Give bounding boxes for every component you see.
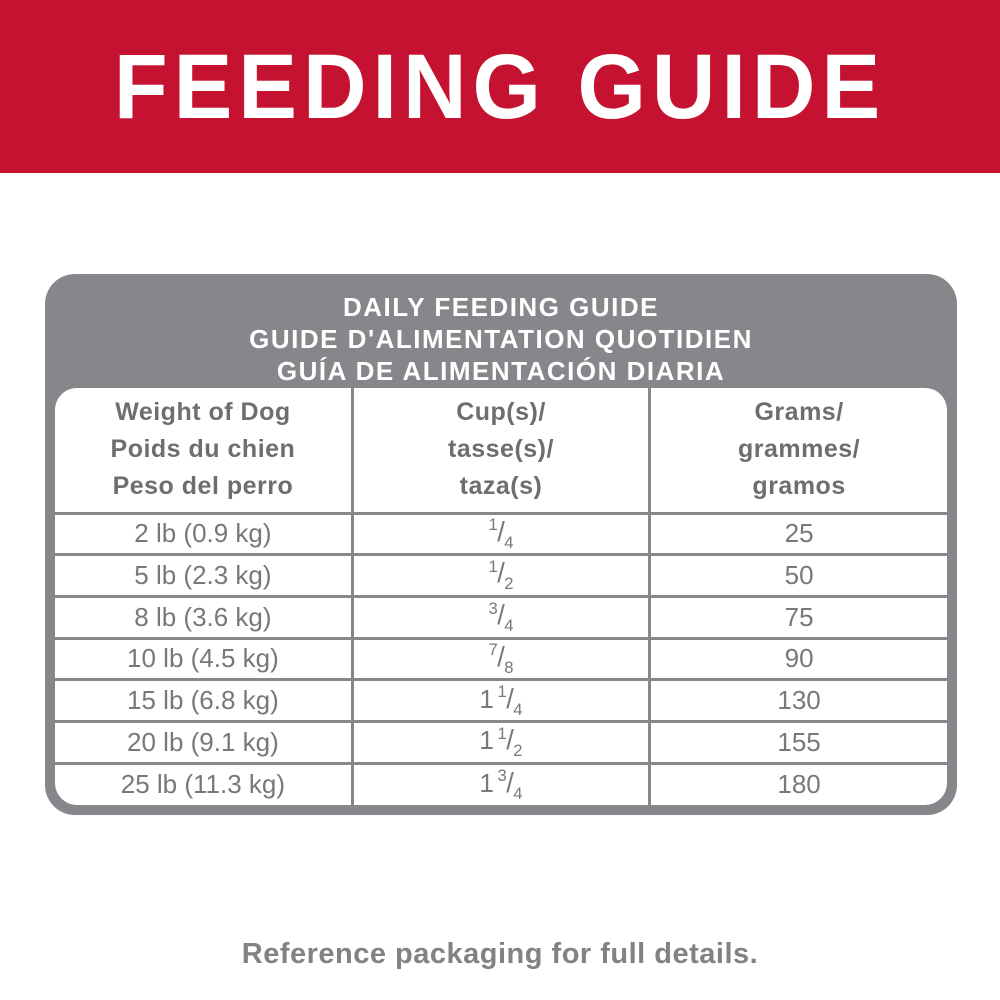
cups-fraction: 7/8 <box>488 640 514 677</box>
cups-fraction: 1/4 <box>488 515 514 552</box>
column-header-cups-fr: tasse(s)/ <box>448 435 554 464</box>
grams-cell: 25 <box>648 511 947 555</box>
cups-fraction: 1 1/4 <box>479 682 523 719</box>
weight-cell: 2 lb (0.9 kg) <box>55 511 353 555</box>
feeding-table: Weight of Dog Poids du chien Peso del pe… <box>55 388 947 805</box>
column-header-grams-es: gramos <box>752 472 846 501</box>
weight-cell: 25 lb (11.3 kg) <box>55 761 353 805</box>
weight-cell: 10 lb (4.5 kg) <box>55 636 353 680</box>
column-header-weight-es: Peso del perro <box>112 472 294 501</box>
cups-cell: 3/4 <box>350 594 650 639</box>
table-row: 25 lb (11.3 kg) 1 3/4 180 <box>55 761 947 805</box>
grams-cell: 75 <box>648 594 947 639</box>
header-row: Weight of Dog Poids du chien Peso del pe… <box>55 388 947 513</box>
weight-cell: 5 lb (2.3 kg) <box>55 553 353 597</box>
weight-cell: 15 lb (6.8 kg) <box>55 678 353 722</box>
column-header-weight: Weight of Dog Poids du chien Peso del pe… <box>55 388 352 513</box>
table-row: 20 lb (9.1 kg) 1 1/2 155 <box>55 720 947 764</box>
column-header-weight-en: Weight of Dog <box>115 398 291 427</box>
weight-cell: 20 lb (9.1 kg) <box>55 720 353 764</box>
feeding-table-grid: Weight of Dog Poids du chien Peso del pe… <box>55 388 947 805</box>
table-row: 2 lb (0.9 kg) 1/4 25 <box>55 511 947 555</box>
cups-cell: 7/8 <box>350 636 650 680</box>
table-row: 5 lb (2.3 kg) 1/2 50 <box>55 553 947 597</box>
grams-cell: 90 <box>648 636 947 680</box>
weight-cell: 8 lb (3.6 kg) <box>55 594 353 639</box>
banner: FEEDING GUIDE <box>0 0 1000 173</box>
daily-feeding-guide-card: DAILY FEEDING GUIDE GUIDE D'ALIMENTATION… <box>45 274 957 815</box>
cups-cell: 1 1/4 <box>350 678 650 722</box>
cups-fraction: 1 1/2 <box>479 723 523 761</box>
grams-cell: 130 <box>648 678 947 722</box>
footer-note: Reference packaging for full details. <box>241 938 759 970</box>
cups-cell: 1 3/4 <box>350 761 650 805</box>
cups-cell: 1/2 <box>350 553 650 597</box>
grams-cell: 155 <box>648 720 947 764</box>
cups-fraction: 3/4 <box>488 598 514 636</box>
table-row: 8 lb (3.6 kg) 3/4 75 <box>55 594 947 639</box>
cups-fraction: 1 3/4 <box>479 766 523 803</box>
banner-title: FEEDING GUIDE <box>113 34 887 138</box>
card-title-line-es: GUÍA DE ALIMENTACIÓN DIARIA <box>276 356 726 386</box>
column-header-grams-fr: grammes/ <box>738 435 861 464</box>
column-header-grams: Grams/ grammes/ gramos <box>648 388 947 513</box>
card-title: DAILY FEEDING GUIDE GUIDE D'ALIMENTATION… <box>45 274 957 387</box>
column-header-cups: Cup(s)/ tasse(s)/ taza(s) <box>350 388 650 513</box>
column-header-grams-en: Grams/ <box>754 398 844 427</box>
grams-cell: 50 <box>648 553 947 597</box>
cups-fraction: 1/2 <box>488 556 514 594</box>
card-title-line-en: DAILY FEEDING GUIDE <box>343 292 659 322</box>
table-row: 15 lb (6.8 kg) 1 1/4 130 <box>55 678 947 722</box>
column-header-weight-fr: Poids du chien <box>110 435 296 464</box>
table-row: 10 lb (4.5 kg) 7/8 90 <box>55 636 947 680</box>
column-header-cups-en: Cup(s)/ <box>456 398 546 427</box>
card-title-line-fr: GUIDE D'ALIMENTATION QUOTIDIEN <box>249 324 753 354</box>
cups-cell: 1/4 <box>350 511 650 555</box>
grams-cell: 180 <box>648 761 947 805</box>
column-header-cups-es: taza(s) <box>459 472 543 501</box>
cups-cell: 1 1/2 <box>350 720 650 764</box>
